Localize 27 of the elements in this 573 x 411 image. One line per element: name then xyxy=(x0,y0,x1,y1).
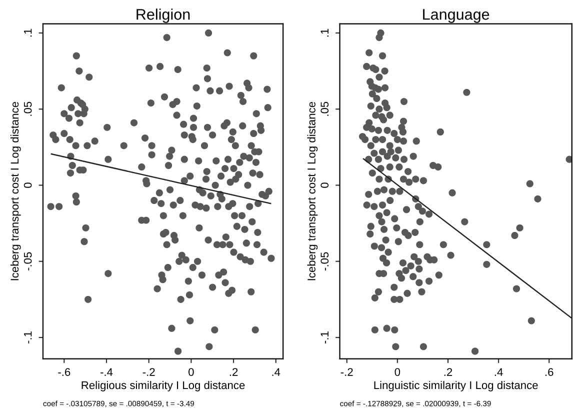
chart-title: Religion xyxy=(136,8,190,23)
x-axis-title: Religious similarity I Log distance xyxy=(82,380,245,392)
y-axis-title: Iceberg transport cost I Log distance xyxy=(307,102,318,280)
x-tick-label: .6 xyxy=(545,368,554,376)
y-tick-label: -.1 xyxy=(24,332,32,344)
y-tick-label: -.1 xyxy=(320,332,328,344)
x-tick-label: .4 xyxy=(272,368,280,376)
x-tick-label: .2 xyxy=(230,368,238,376)
x-tick-label: -.2 xyxy=(340,368,353,376)
x-tick-label: .4 xyxy=(494,368,503,376)
x-tick-label: 0 xyxy=(394,368,400,376)
y-tick-label: .05 xyxy=(24,102,32,116)
x-tick-label: -.4 xyxy=(100,368,113,376)
x-tick-label: -.6 xyxy=(58,368,70,376)
x-tick-label: 0 xyxy=(188,368,194,376)
x-tick-label: -.2 xyxy=(142,368,155,376)
y-tick-label: 0 xyxy=(24,182,32,188)
y-tick-label: .05 xyxy=(320,102,329,116)
y-tick-label: -.05 xyxy=(24,252,32,270)
x-axis-title: Linguistic similarity I Log distance xyxy=(374,380,538,392)
y-tick-label: .1 xyxy=(24,28,32,37)
y-tick-label: -.05 xyxy=(320,252,329,270)
y-axis-title: Iceberg transport cost I Log distance xyxy=(10,102,21,280)
chart-title: Language xyxy=(423,9,490,23)
y-tick-label: 0 xyxy=(320,182,329,188)
y-tick-label: .1 xyxy=(320,28,328,37)
x-tick-label: .2 xyxy=(444,368,452,376)
